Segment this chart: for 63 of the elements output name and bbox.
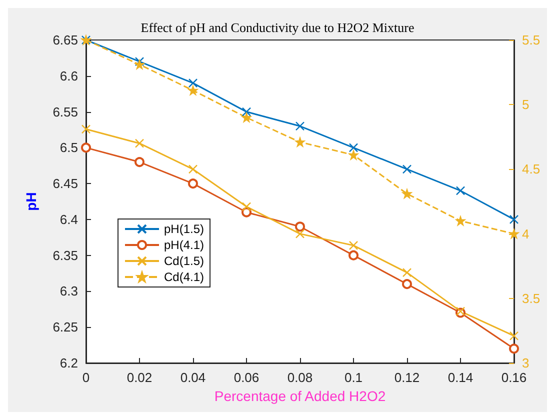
point	[456, 216, 466, 226]
y2-tick-label: 3	[522, 356, 530, 370]
point	[456, 186, 466, 196]
x-tick-label: 0.06	[234, 370, 260, 385]
y-tick-label: 6.35	[52, 248, 78, 263]
point	[402, 164, 412, 174]
y-tick-label: 6.45	[52, 176, 78, 192]
y-tick-label: 6.65	[52, 32, 78, 48]
y-axis-title: pH	[23, 192, 39, 211]
point	[295, 229, 305, 238]
point	[402, 279, 412, 290]
point	[509, 214, 519, 224]
x-tick-label: 0.14	[448, 370, 474, 385]
point	[348, 143, 358, 152]
x-tick-label: 0.16	[501, 370, 527, 385]
point	[348, 150, 358, 160]
x-axis-title: Percentage of Added H2O2	[214, 388, 386, 404]
chart-title: Effect of pH and Conductivity due to H2O2 Mixture	[140, 20, 414, 35]
x-tick-label: 0	[82, 370, 90, 385]
point	[134, 60, 144, 70]
legend-label: pH(4.1)	[164, 238, 204, 252]
point	[402, 189, 412, 198]
point	[295, 122, 305, 131]
point	[188, 164, 198, 174]
point	[242, 107, 252, 116]
point	[188, 78, 198, 88]
x-tick-label: 0.08	[287, 370, 313, 385]
point	[188, 178, 198, 189]
y-tick-label: 6.5	[60, 140, 78, 156]
y-tick-label: 6.2	[60, 356, 78, 370]
x-tick-label: 0.1	[344, 370, 363, 385]
y2-tick-label: 5	[522, 97, 530, 112]
point	[295, 222, 305, 232]
point	[348, 240, 358, 250]
point	[188, 86, 198, 95]
point	[134, 138, 144, 148]
point	[509, 344, 519, 354]
y-tick-label: 6.4	[60, 212, 78, 227]
point	[242, 112, 252, 122]
y2-tick-label: 5.5	[522, 32, 540, 48]
point	[134, 157, 144, 168]
y2-tick-label: 4.5	[522, 162, 540, 177]
point	[509, 229, 519, 238]
y-tick-label: 6.3	[60, 284, 78, 299]
x-tick-label: 0.12	[394, 370, 420, 385]
point	[402, 268, 412, 278]
point	[242, 202, 252, 212]
point	[348, 250, 358, 260]
point	[295, 137, 305, 147]
legend-label: Cd(4.1)	[164, 270, 204, 284]
x-tick-label: 0.04	[180, 370, 206, 385]
x-tick-label: 0.02	[126, 370, 152, 385]
point	[134, 56, 144, 66]
legend-label: Cd(1.5)	[164, 254, 204, 268]
point	[509, 331, 519, 340]
y2-tick-label: 4	[522, 226, 530, 242]
y-tick-label: 6.6	[60, 68, 78, 84]
legend-label: pH(1.5)	[164, 222, 204, 236]
y-tick-label: 6.25	[52, 320, 78, 335]
y-tick-label: 6.55	[52, 104, 78, 120]
y2-tick-label: 3.5	[522, 290, 540, 306]
point	[81, 142, 91, 153]
point	[81, 124, 91, 134]
